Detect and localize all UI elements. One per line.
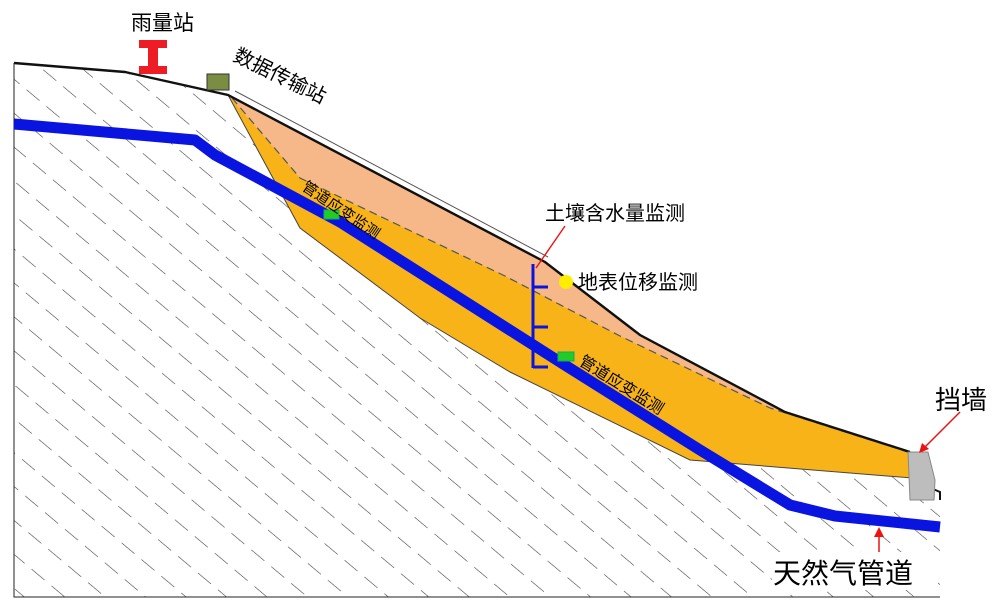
data-station-icon <box>206 73 230 91</box>
soil-moisture-label: 土壤含水量监测 <box>545 201 685 225</box>
moisture-probe-icon <box>531 264 548 369</box>
pipeline-label-bg <box>772 552 938 590</box>
data-station-label: 数据传输站 <box>230 43 330 108</box>
strain-gauge-lower <box>557 351 575 362</box>
surface-displacement-label: 地表位移监测 <box>578 270 698 294</box>
pipeline-arrowhead <box>874 527 884 537</box>
retaining-wall <box>907 451 936 501</box>
gas-pipeline <box>13 118 941 533</box>
gas-pipeline-label: 天然气管道 <box>773 557 913 590</box>
retaining-wall-label: 挡墙 <box>935 386 987 416</box>
surface-displacement-marker <box>559 275 573 289</box>
ground-outline <box>13 63 940 598</box>
retaining-wall-pointer <box>921 411 961 451</box>
ground-surface-line <box>13 61 911 454</box>
slope-parallel-line <box>234 90 549 258</box>
retaining-wall-arrowhead <box>919 443 929 453</box>
rain-gauge-label: 雨量站 <box>131 11 194 35</box>
rain-gauge-icon <box>139 40 167 74</box>
strain-gauge-upper <box>323 209 340 220</box>
moisture-pointer <box>535 225 566 269</box>
